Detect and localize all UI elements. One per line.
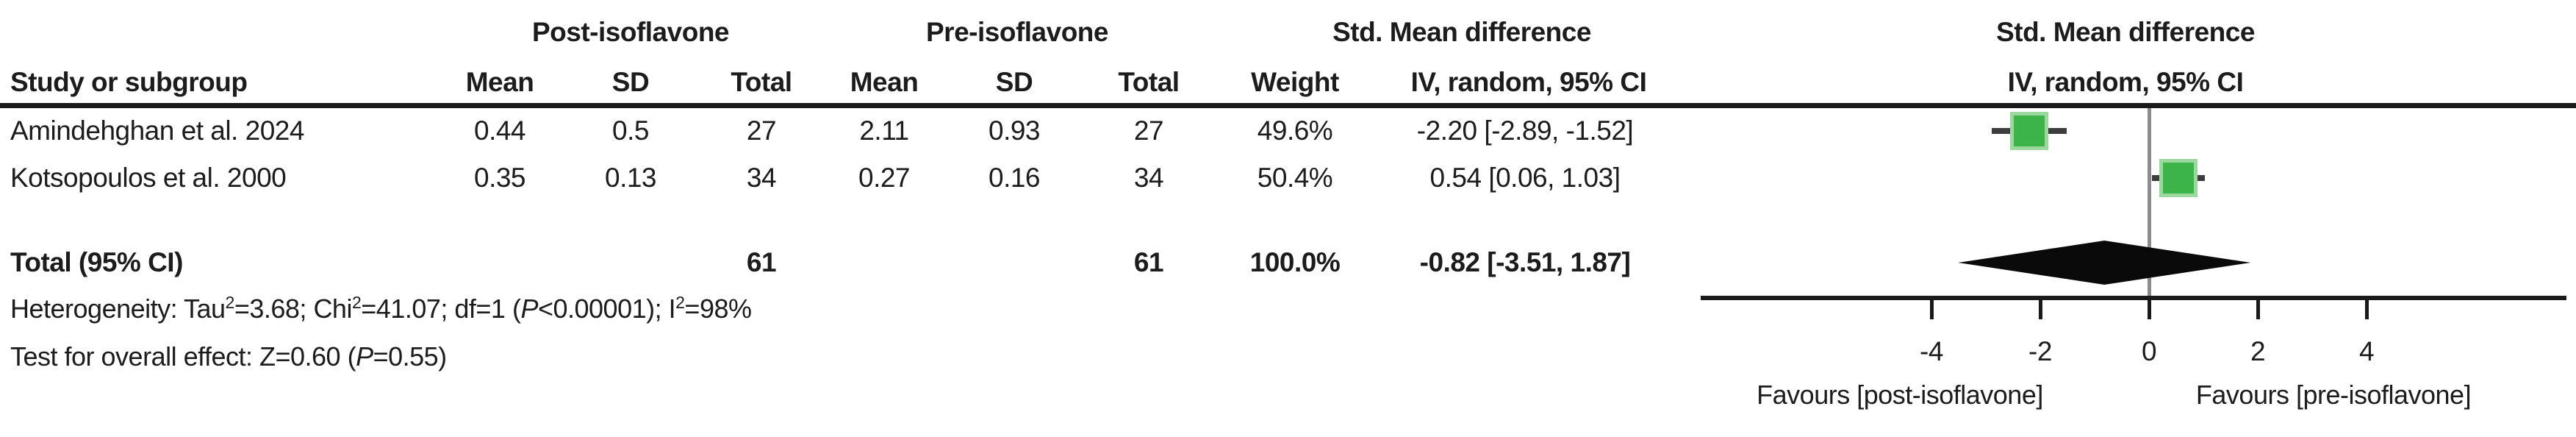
x-axis-tick — [2365, 300, 2369, 319]
header-rule — [0, 103, 2576, 108]
favours-left-label: Favours [post-isoflavone] — [1757, 380, 2043, 410]
effect-square-marker — [2159, 159, 2198, 197]
favours-right-label: Favours [pre-isoflavone] — [2195, 380, 2472, 410]
col-header-total-pre: Total — [1118, 67, 1180, 97]
study-label: Kotsopoulos et al. 2000 — [10, 163, 287, 193]
total-row-label: Total (95% CI) — [10, 247, 183, 277]
sd-post: 0.13 — [604, 163, 657, 193]
total-pre-n: 61 — [1133, 247, 1164, 277]
x-tick-label: -2 — [2028, 336, 2052, 366]
total-weight: 100.0% — [1249, 247, 1341, 277]
plot-header-title: Std. Mean difference — [1996, 17, 2255, 47]
col-header-sd-pre: SD — [995, 67, 1033, 97]
pooled-effect-diamond — [1958, 241, 2251, 285]
mean-pre: 2.11 — [859, 116, 909, 146]
group-header-post-isoflavone: Post-isoflavone — [532, 17, 730, 47]
col-header-mean-pre: Mean — [850, 67, 919, 97]
col-header-sd-post: SD — [611, 67, 650, 97]
x-tick-label: 2 — [2250, 336, 2266, 366]
x-axis-tick — [2148, 300, 2151, 319]
plot-header-subtitle: IV, random, 95% CI — [2007, 67, 2244, 97]
group-header-smd-table: Std. Mean difference — [1332, 17, 1591, 47]
total-post: 27 — [746, 116, 777, 146]
mean-post: 0.35 — [473, 163, 526, 193]
zero-effect-line — [2148, 108, 2151, 296]
group-header-pre-isoflavone: Pre-isoflavone — [926, 17, 1108, 47]
x-axis-tick — [2039, 300, 2042, 319]
x-axis-tick — [1930, 300, 1934, 319]
total-ci-text: -0.82 [-3.51, 1.87] — [1419, 247, 1631, 277]
total-post: 34 — [746, 163, 777, 193]
x-tick-label: 4 — [2358, 336, 2375, 366]
col-header-study: Study or subgroup — [10, 67, 248, 97]
ci-text: -2.20 [-2.89, -1.52] — [1416, 116, 1634, 146]
col-header-total-post: Total — [731, 67, 792, 97]
weight: 49.6% — [1257, 116, 1333, 146]
sd-pre: 0.93 — [988, 116, 1041, 146]
x-axis-tick — [2256, 300, 2260, 319]
total-post-n: 61 — [746, 247, 777, 277]
x-axis-line — [1701, 296, 2566, 300]
overall-effect-note: Test for overall effect: Z=0.60 (P=0.55) — [10, 341, 447, 372]
mean-post: 0.44 — [473, 116, 526, 146]
x-tick-label: 0 — [2141, 336, 2157, 366]
sd-pre: 0.16 — [988, 163, 1041, 193]
sd-post: 0.5 — [612, 116, 649, 146]
col-header-weight: Weight — [1251, 67, 1339, 97]
col-header-mean-post: Mean — [465, 67, 534, 97]
total-pre: 34 — [1133, 163, 1164, 193]
x-tick-label: -4 — [1920, 336, 1943, 366]
mean-pre: 0.27 — [858, 163, 911, 193]
effect-square-marker — [2010, 112, 2049, 150]
ci-text: 0.54 [0.06, 1.03] — [1429, 163, 1621, 193]
col-header-iv-ci: IV, random, 95% CI — [1410, 67, 1647, 97]
weight: 50.4% — [1257, 163, 1333, 193]
heterogeneity-note: Heterogeneity: Tau2=3.68; Chi2=41.07; df… — [10, 293, 752, 324]
study-label: Amindehghan et al. 2024 — [10, 116, 304, 146]
total-pre: 27 — [1133, 116, 1164, 146]
